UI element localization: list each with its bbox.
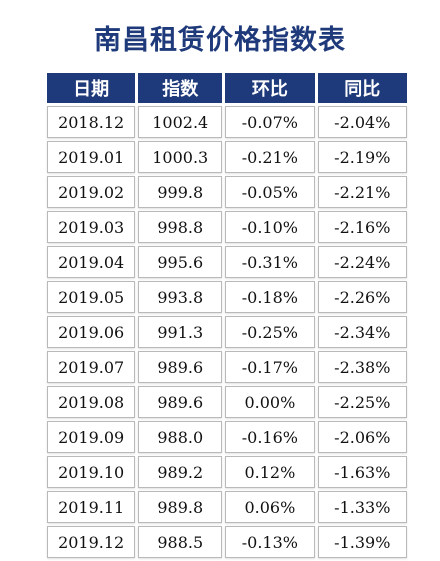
month-on-month-cell: -0.10% <box>225 211 315 243</box>
year-on-year-cell: -2.21% <box>317 176 407 208</box>
month-on-month-cell: -0.07% <box>225 106 315 138</box>
index-cell: 988.0 <box>138 421 223 453</box>
page-title: 南昌租赁价格指数表 <box>94 25 346 56</box>
index-cell: 995.6 <box>138 246 223 278</box>
header-row: 日期 指数 环比 同比 <box>47 73 407 103</box>
month-on-month-cell: -0.05% <box>225 176 315 208</box>
month-on-month-cell: 0.12% <box>225 456 315 488</box>
year-on-year-cell: -2.24% <box>317 246 407 278</box>
table-row: 2019.07 989.6 -0.17% -2.38% <box>47 351 407 383</box>
year-on-year-cell: -2.34% <box>317 316 407 348</box>
table-row: 2018.12 1002.4 -0.07% -2.04% <box>47 106 407 138</box>
month-on-month-cell: 0.00% <box>225 386 315 418</box>
table-row: 2019.04 995.6 -0.31% -2.24% <box>47 246 407 278</box>
rental-index-table: 日期 指数 环比 同比 2018.12 1002.4 -0.07% -2.04% 201… <box>44 70 410 561</box>
table-row: 2019.05 993.8 -0.18% -2.26% <box>47 281 407 313</box>
index-cell: 988.5 <box>138 526 223 558</box>
table-row: 2019.12 988.5 -0.13% -1.39% <box>47 526 407 558</box>
year-on-year-cell: -1.39% <box>317 526 407 558</box>
index-cell: 991.3 <box>138 316 223 348</box>
date-cell: 2019.05 <box>47 281 136 313</box>
table-row: 2019.03 998.8 -0.10% -2.16% <box>47 211 407 243</box>
table-body: 2018.12 1002.4 -0.07% -2.04% 2019.01 1000.3 -0… <box>47 106 407 558</box>
month-on-month-cell: -0.25% <box>225 316 315 348</box>
year-on-year-cell: -1.63% <box>317 456 407 488</box>
header-month-on-month: 环比 <box>225 73 315 103</box>
date-cell: 2019.10 <box>47 456 136 488</box>
date-cell: 2019.11 <box>47 491 136 523</box>
year-on-year-cell: -2.06% <box>317 421 407 453</box>
date-cell: 2019.03 <box>47 211 136 243</box>
table-row: 2019.11 989.8 0.06% -1.33% <box>47 491 407 523</box>
table-row: 2019.09 988.0 -0.16% -2.06% <box>47 421 407 453</box>
month-on-month-cell: -0.17% <box>225 351 315 383</box>
month-on-month-cell: -0.31% <box>225 246 315 278</box>
year-on-year-cell: -2.26% <box>317 281 407 313</box>
month-on-month-cell: 0.06% <box>225 491 315 523</box>
header-index: 指数 <box>138 73 223 103</box>
date-cell: 2019.07 <box>47 351 136 383</box>
year-on-year-cell: -2.25% <box>317 386 407 418</box>
month-on-month-cell: -0.13% <box>225 526 315 558</box>
index-cell: 989.8 <box>138 491 223 523</box>
index-cell: 998.8 <box>138 211 223 243</box>
index-cell: 993.8 <box>138 281 223 313</box>
index-cell: 989.6 <box>138 351 223 383</box>
header-year-on-year: 同比 <box>317 73 407 103</box>
date-cell: 2019.01 <box>47 141 136 173</box>
index-cell: 1000.3 <box>138 141 223 173</box>
month-on-month-cell: -0.16% <box>225 421 315 453</box>
date-cell: 2019.09 <box>47 421 136 453</box>
date-cell: 2019.04 <box>47 246 136 278</box>
date-cell: 2019.12 <box>47 526 136 558</box>
date-cell: 2019.02 <box>47 176 136 208</box>
date-cell: 2019.06 <box>47 316 136 348</box>
year-on-year-cell: -2.38% <box>317 351 407 383</box>
index-cell: 999.8 <box>138 176 223 208</box>
table-row: 2019.06 991.3 -0.25% -2.34% <box>47 316 407 348</box>
year-on-year-cell: -2.19% <box>317 141 407 173</box>
table-row: 2019.10 989.2 0.12% -1.63% <box>47 456 407 488</box>
year-on-year-cell: -2.04% <box>317 106 407 138</box>
year-on-year-cell: -1.33% <box>317 491 407 523</box>
year-on-year-cell: -2.16% <box>317 211 407 243</box>
month-on-month-cell: -0.18% <box>225 281 315 313</box>
table-row: 2019.08 989.6 0.00% -2.25% <box>47 386 407 418</box>
index-cell: 1002.4 <box>138 106 223 138</box>
index-cell: 989.6 <box>138 386 223 418</box>
table-row: 2019.01 1000.3 -0.21% -2.19% <box>47 141 407 173</box>
header-date: 日期 <box>47 73 136 103</box>
table-row: 2019.02 999.8 -0.05% -2.21% <box>47 176 407 208</box>
date-cell: 2019.08 <box>47 386 136 418</box>
month-on-month-cell: -0.21% <box>225 141 315 173</box>
index-cell: 989.2 <box>138 456 223 488</box>
date-cell: 2018.12 <box>47 106 136 138</box>
table-header: 日期 指数 环比 同比 <box>47 73 407 103</box>
